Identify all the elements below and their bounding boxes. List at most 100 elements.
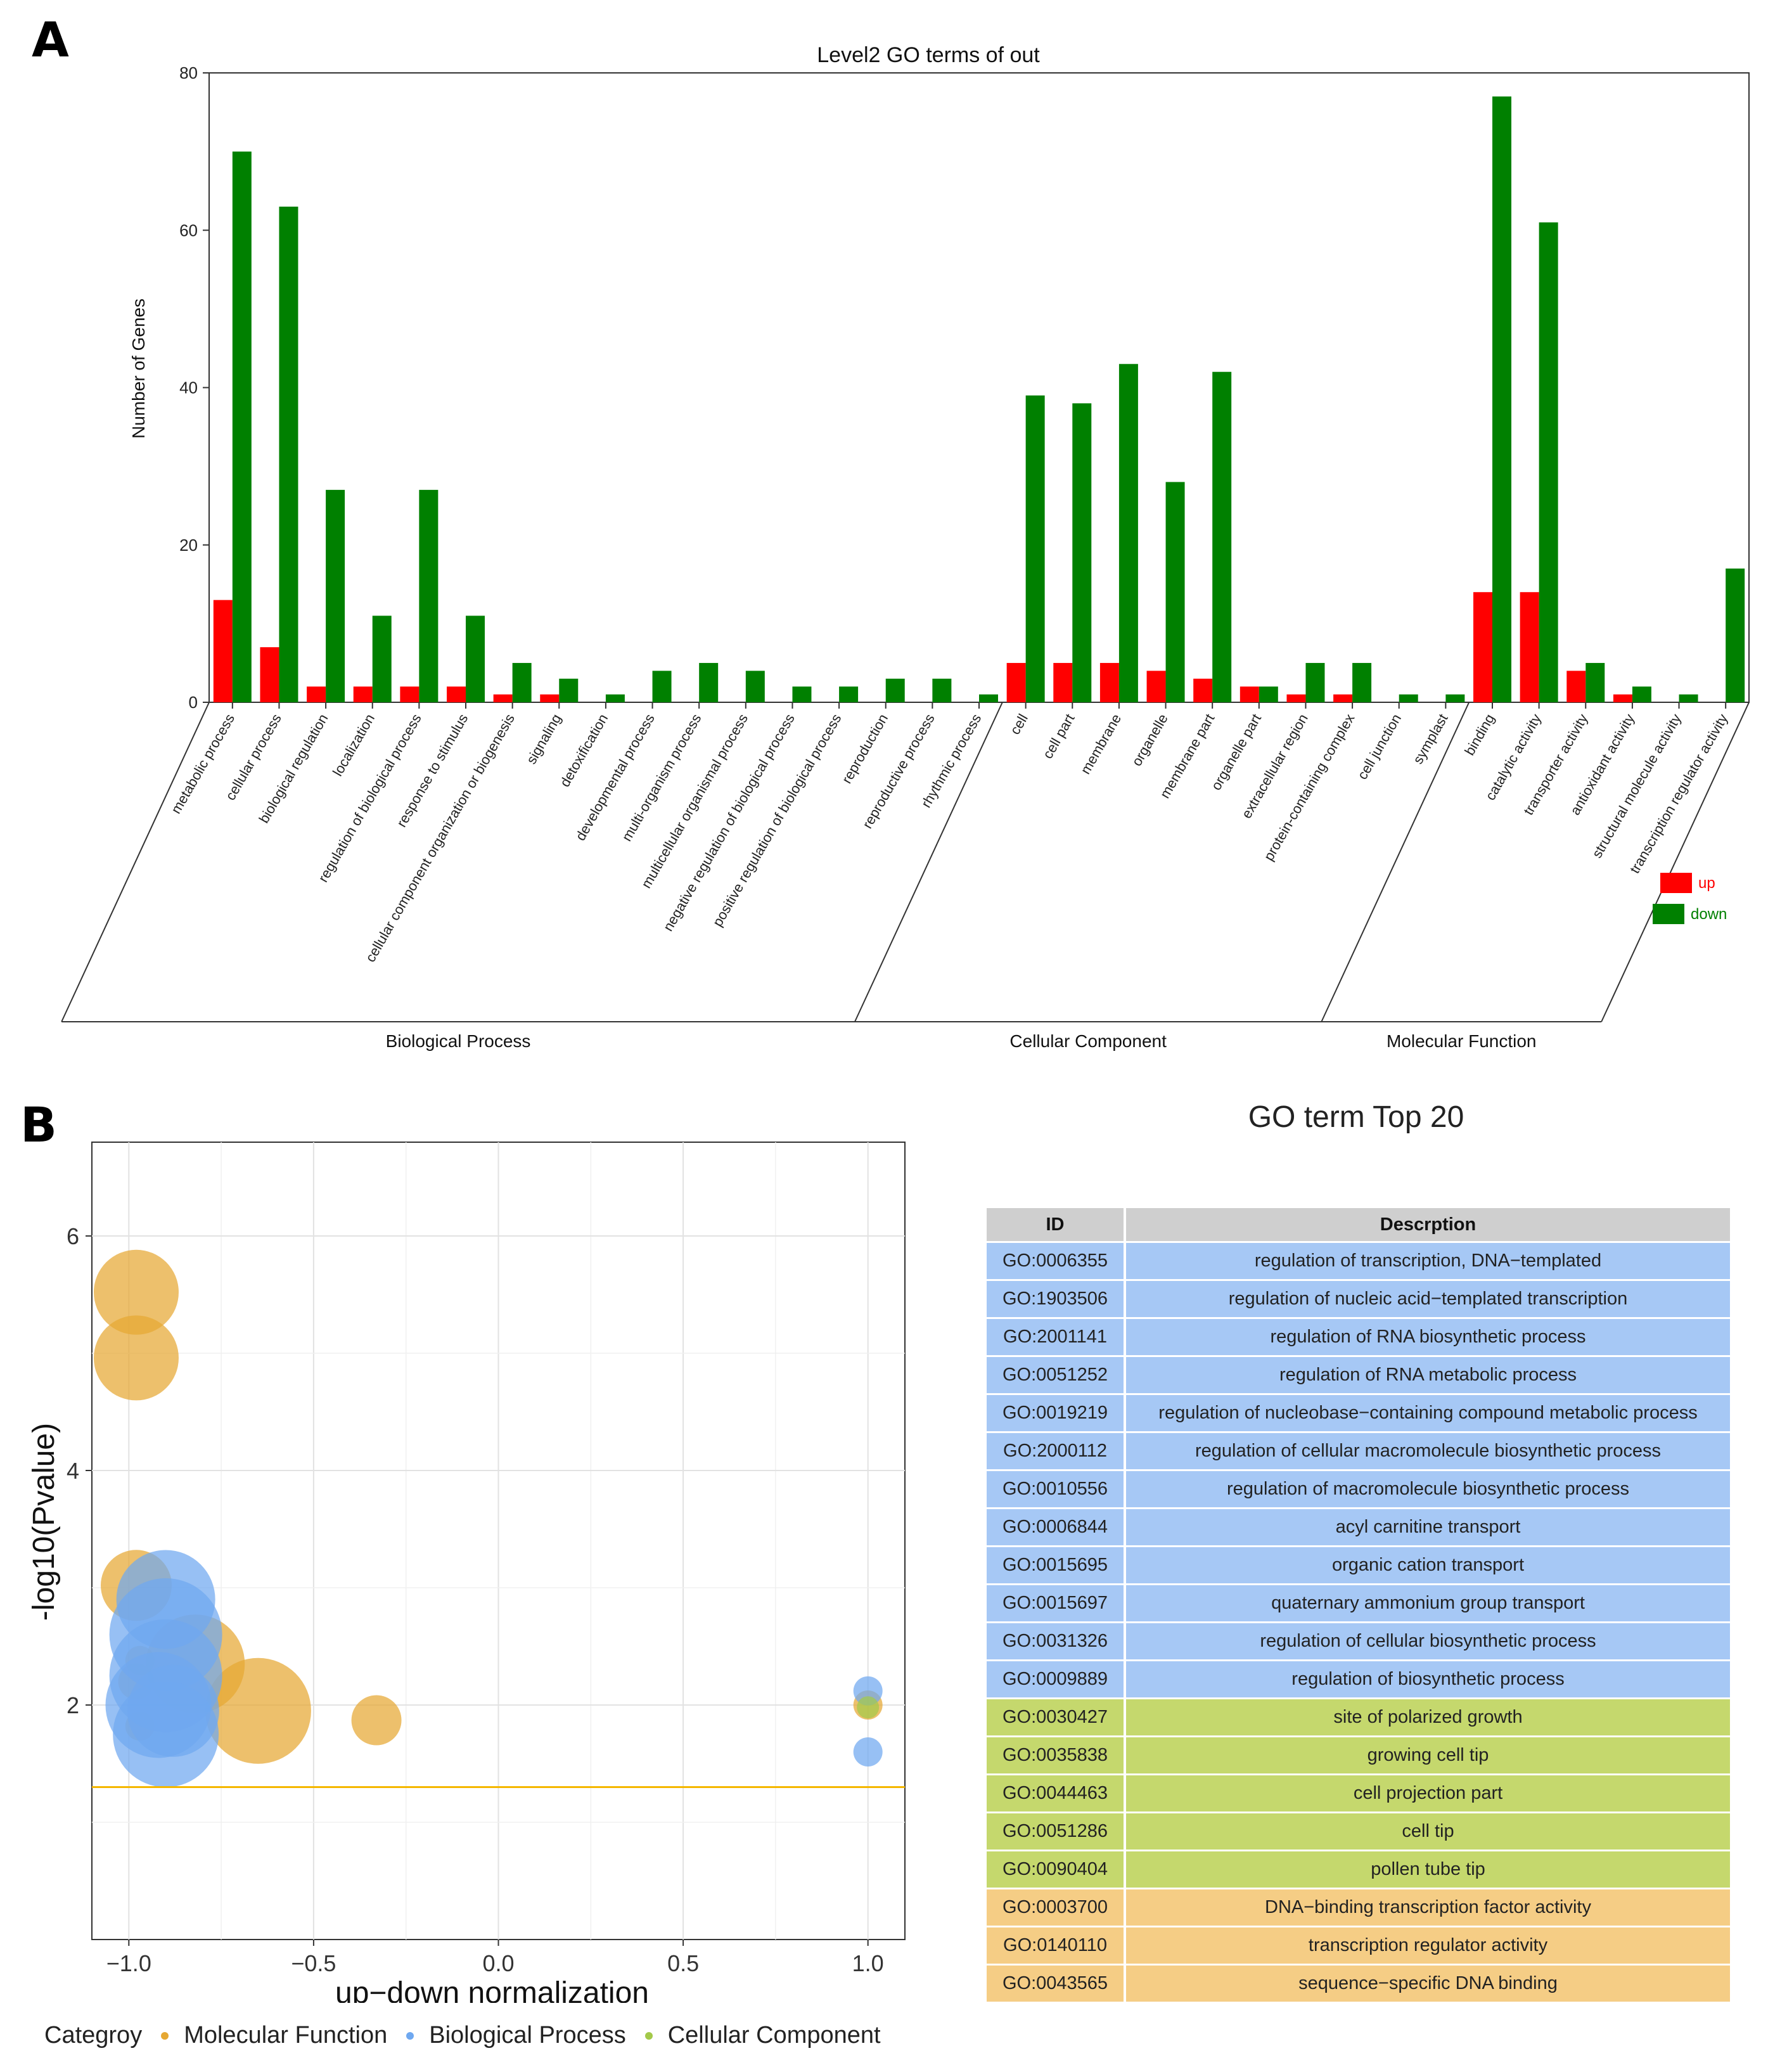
go-description-cell: regulation of nucleic acid−templated tra…	[1126, 1281, 1730, 1317]
y-tick-label: 2	[67, 1692, 79, 1718]
y-tick-label: 4	[67, 1458, 79, 1484]
go-id-cell: GO:0015697	[987, 1585, 1126, 1621]
x-tick-label-binding: binding	[1461, 711, 1497, 758]
legend-swatch-down	[1653, 904, 1684, 924]
legend-label-down: down	[1691, 906, 1727, 923]
point-molecular-function-1	[93, 1315, 179, 1401]
bar-up-metabolic-process	[213, 600, 233, 702]
bar-down-extracellular-region	[1305, 662, 1325, 702]
go-term-table: ID Descrption GO:0006355 regulation of tr…	[987, 1206, 1730, 2004]
go-id-cell: GO:0031326	[987, 1623, 1126, 1659]
bar-down-response-to-stimulus	[466, 615, 485, 702]
x-tick-label-metabolic-process: metabolic process	[168, 711, 238, 816]
bar-down-transporter-activity	[1585, 662, 1605, 702]
x-tick-label-multi-organism-process: multi-organism process	[618, 711, 704, 844]
group-label-cellular-component: Cellular Component	[1009, 1031, 1167, 1051]
go-id-cell: GO:0090404	[987, 1851, 1126, 1888]
group-bracket-edge	[854, 702, 1003, 1022]
x-tick-label: 0.0	[482, 1950, 514, 1976]
chart-title: Level2 GO terms of out	[817, 43, 1040, 67]
legend-label-molecular-function: Molecular Function	[184, 2022, 388, 2049]
bar-up-cellular-process	[260, 647, 279, 702]
bar-up-regulation-of-biological-process	[400, 686, 420, 702]
bar-up-localization	[353, 686, 373, 702]
go-description-cell: regulation of biosynthetic process	[1126, 1661, 1730, 1697]
go-description-cell: site of polarized growth	[1126, 1699, 1730, 1735]
x-axis-label: up−down normalization	[335, 1976, 649, 2003]
table-header-description: Descrption	[1126, 1208, 1730, 1241]
y-tick-label: 6	[67, 1223, 79, 1249]
go-id-cell: GO:0015695	[987, 1547, 1126, 1583]
bar-down-rhythmic-process	[979, 694, 998, 702]
x-tick-label-developmental-process: developmental process	[572, 711, 658, 843]
y-tick-label: 20	[179, 536, 198, 555]
bar-up-membrane-part	[1193, 678, 1213, 702]
x-tick-label-detoxification: detoxification	[556, 711, 611, 790]
bar-up-transporter-activity	[1566, 671, 1586, 702]
go-id-cell: GO:0019219	[987, 1395, 1126, 1431]
bar-down-regulation-of-biological-process	[419, 489, 439, 702]
bar-down-cellular-component-organization-or-biogenesis	[512, 662, 532, 702]
bar-down-membrane	[1118, 364, 1138, 702]
point-biological-process-5	[127, 1664, 219, 1757]
go-description-cell: transcription regulator activity	[1126, 1927, 1730, 1964]
y-axis-label: Number of Genes	[129, 299, 148, 439]
table-row: GO:0015697 quaternary ammonium group tran…	[987, 1585, 1730, 1621]
table-row: GO:0051286 cell tip	[987, 1813, 1730, 1850]
x-tick-label-cell-junction: cell junction	[1354, 711, 1404, 782]
table-row: GO:0043565 sequence−specific DNA binding	[987, 1966, 1730, 2002]
point-biological-process-6	[853, 1676, 883, 1706]
go-description-cell: regulation of macromolecule biosynthetic…	[1126, 1471, 1730, 1507]
bar-down-biological-regulation	[326, 489, 345, 702]
point-cellular-component-0	[857, 1696, 880, 1719]
x-tick-label-protein-containing-complex: protein-containing complex	[1260, 711, 1357, 863]
go-id-cell: GO:2001141	[987, 1319, 1126, 1355]
bar-down-negative-regulation-of-biological-process	[792, 686, 812, 702]
legend-title: Categroy	[44, 2022, 143, 2049]
table-header-row: ID Descrption	[987, 1208, 1730, 1241]
point-molecular-function-5	[351, 1695, 402, 1746]
x-tick-label: −0.5	[291, 1950, 336, 1976]
panel-letter-a: A	[32, 11, 69, 68]
x-tick-label-organelle: organelle	[1129, 711, 1171, 769]
bar-down-organelle-part	[1259, 686, 1278, 702]
go-description-cell: organic cation transport	[1126, 1547, 1730, 1583]
go-id-cell: GO:0006355	[987, 1243, 1126, 1279]
table-row: GO:0030427 site of polarized growth	[987, 1699, 1730, 1735]
x-tick-label: 1.0	[852, 1950, 884, 1976]
bar-up-cellular-component-organization-or-biogenesis	[493, 694, 513, 702]
x-tick-label-reproduction: reproduction	[838, 711, 891, 786]
table-row: GO:1903506 regulation of nucleic acid−tem…	[987, 1281, 1730, 1317]
bar-up-response-to-stimulus	[447, 686, 466, 702]
table-row: GO:0003700 DNA−binding transcription fact…	[987, 1889, 1730, 1926]
table-row: GO:0044463 cell projection part	[987, 1775, 1730, 1811]
x-tick-label: 0.5	[667, 1950, 699, 1976]
go-description-cell: regulation of transcription, DNA−templat…	[1126, 1243, 1730, 1279]
bar-down-multicellular-organismal-process	[745, 671, 765, 702]
bar-up-biological-regulation	[307, 686, 326, 702]
go-description-cell: regulation of cellular macromolecule bio…	[1126, 1433, 1730, 1469]
go-id-cell: GO:0009889	[987, 1661, 1126, 1697]
bar-down-multi-organism-process	[699, 662, 719, 702]
group-bracket-edge	[61, 702, 210, 1022]
x-tick-label-transcription-regulator-activity: transcription regulator activity	[1627, 711, 1731, 876]
go-description-cell: pollen tube tip	[1126, 1851, 1730, 1888]
y-axis-label: -log10(Pvalue)	[27, 1423, 61, 1621]
bar-down-antioxidant-activity	[1632, 686, 1651, 702]
x-tick-label-signaling: signaling	[523, 711, 565, 767]
bar-down-metabolic-process	[232, 151, 252, 702]
level2-go-bar-chart: Level2 GO terms of out Number of Genes 0 20…	[61, 43, 1750, 1051]
bar-up-organelle-part	[1240, 686, 1259, 702]
go-description-cell: acyl carnitine transport	[1126, 1509, 1730, 1545]
table-row: GO:0031326 regulation of cellular biosynt…	[987, 1623, 1730, 1659]
x-tick-label-cell: cell	[1007, 711, 1031, 737]
bar-down-cell-junction	[1399, 694, 1418, 702]
legend-label-cellular-component: Cellular Component	[667, 2022, 881, 2049]
go-id-cell: GO:0051252	[987, 1357, 1126, 1393]
x-tick-label-cell-part: cell part	[1039, 711, 1077, 761]
table-row: GO:0090404 pollen tube tip	[987, 1851, 1730, 1888]
x-tick-label-structural-molecule-activity: structural molecule activity	[1589, 711, 1684, 861]
bar-up-membrane	[1099, 662, 1119, 702]
go-id-cell: GO:0006844	[987, 1509, 1126, 1545]
bar-down-developmental-process	[652, 671, 672, 702]
